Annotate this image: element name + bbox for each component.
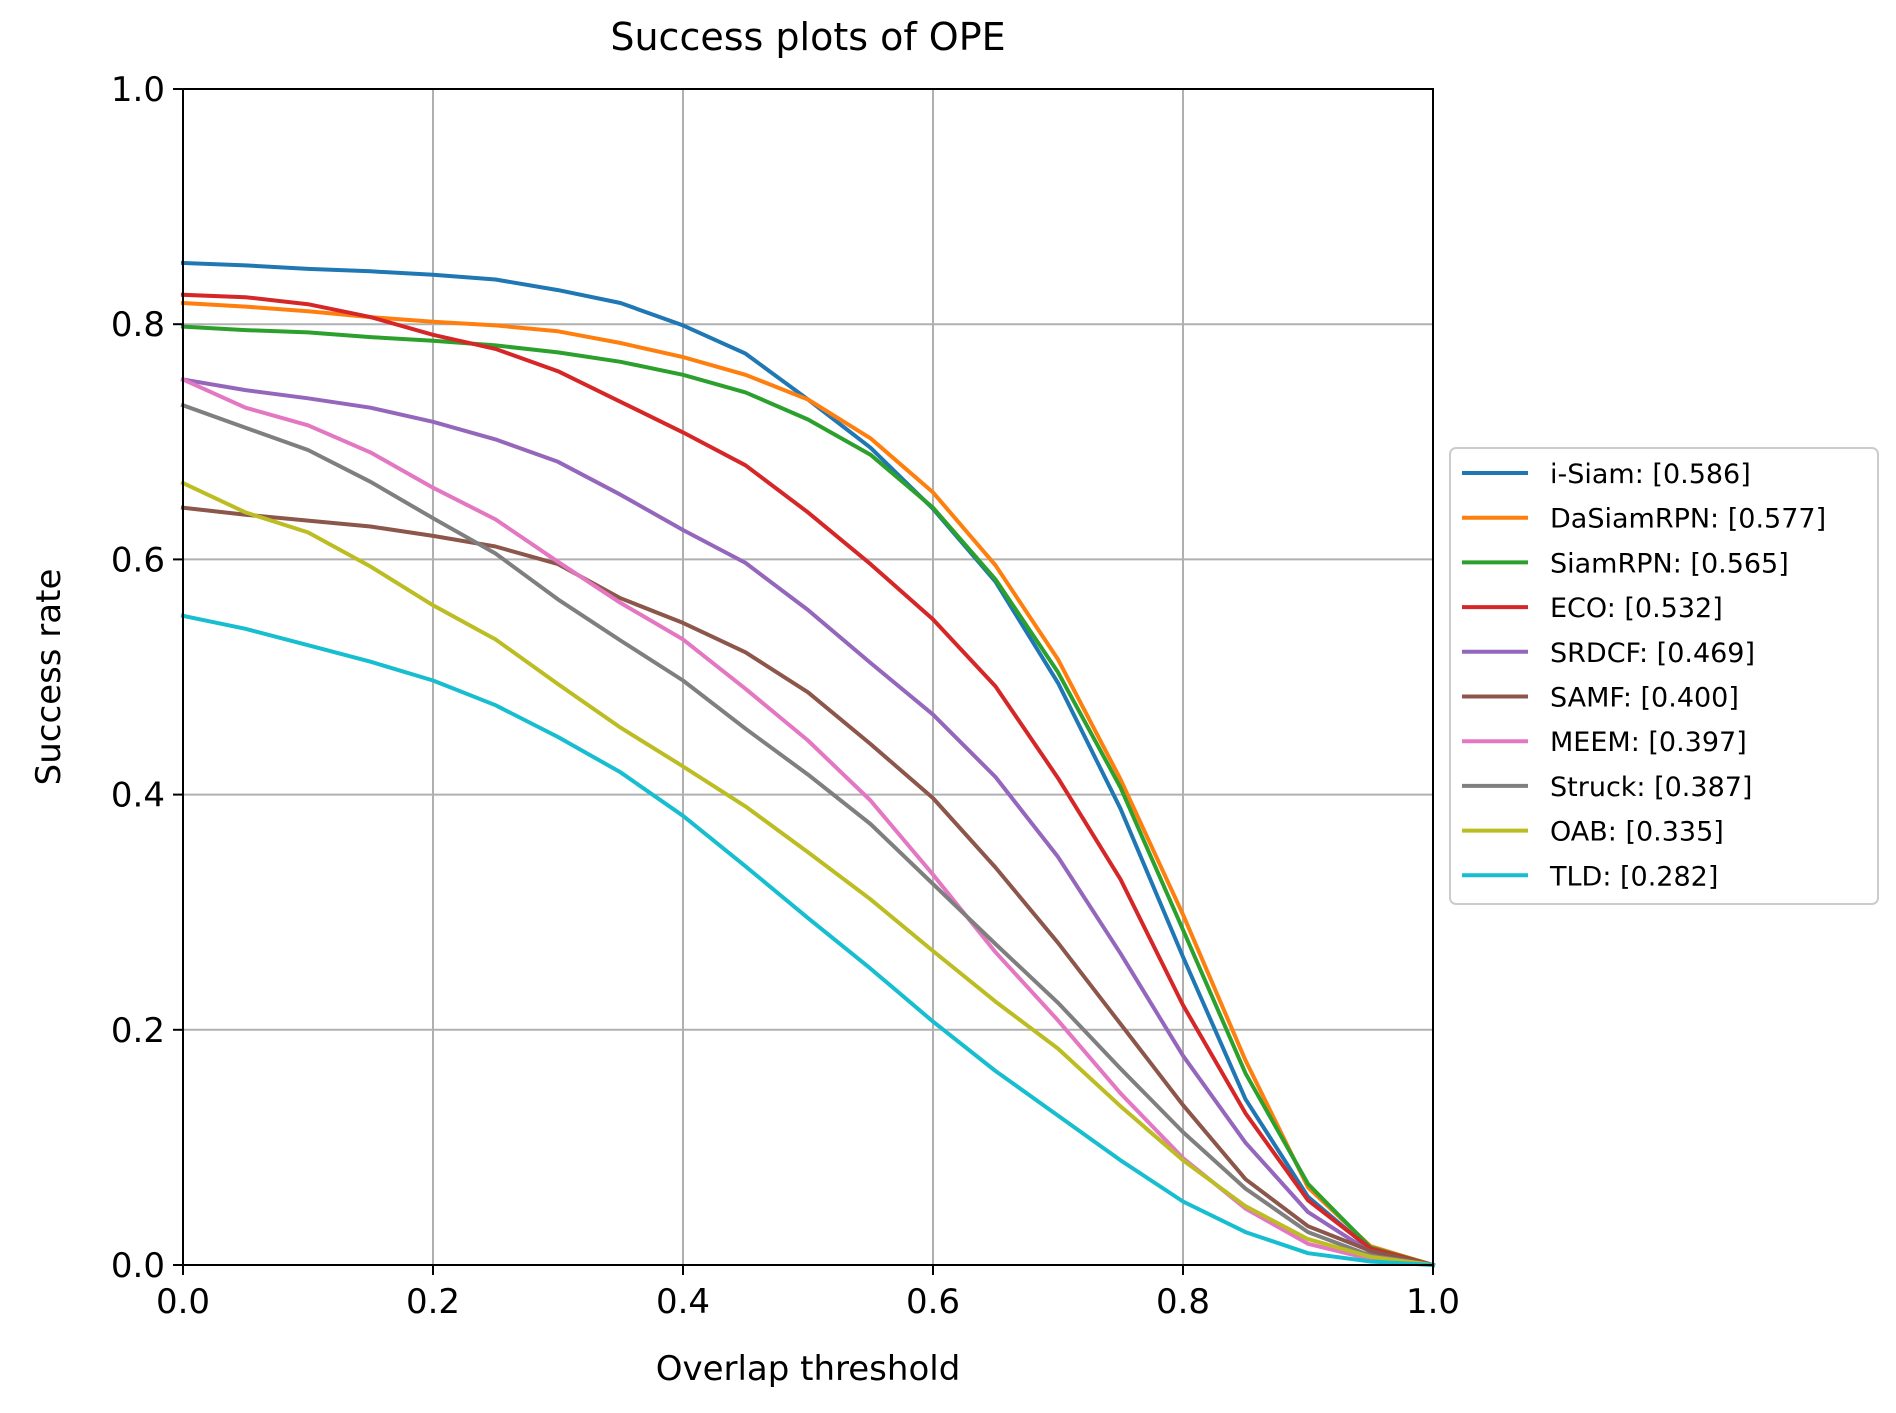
legend-entry: TLD: [0.282] <box>1549 861 1718 892</box>
legend-box <box>1449 447 1879 905</box>
chart-title: Success plots of OPE <box>610 15 1005 59</box>
legend-entry: Struck: [0.387] <box>1550 772 1752 803</box>
y-tick-label: 0.2 <box>111 1011 165 1051</box>
y-tick-label: 0.6 <box>111 540 165 580</box>
legend-entry: OAB: [0.335] <box>1550 817 1724 848</box>
series-line-7 <box>180 402 1436 1268</box>
legend: i-Siam: [0.586] DaSiamRPN: [0.577] SiamRPN… <box>1449 447 1879 905</box>
plot-frame <box>182 88 1434 1266</box>
x-tick-label: 0.4 <box>656 1282 710 1322</box>
series-line-4 <box>180 377 1436 1268</box>
x-tick-label: 0.8 <box>1156 1282 1210 1322</box>
series-line-2 <box>180 324 1436 1268</box>
x-tick-label: 0.0 <box>156 1282 210 1322</box>
series-line-1 <box>180 300 1436 1268</box>
x-tick-label: 1.0 <box>1406 1282 1460 1322</box>
series-lines <box>180 260 1436 1268</box>
series-line-8 <box>180 480 1436 1268</box>
axis-ticks: 0.0 0.2 0.4 0.6 0.8 1.0 0.0 0.2 0.4 0.6 0.8 1.0 <box>111 70 1460 1322</box>
y-axis-label: Success rate <box>29 569 69 786</box>
x-axis-label: Overlap threshold <box>656 1349 961 1389</box>
x-tick-label: 0.6 <box>906 1282 960 1322</box>
legend-entry: SiamRPN: [0.565] <box>1550 548 1789 579</box>
x-tick-label: 0.2 <box>406 1282 460 1322</box>
legend-entry: i-Siam: [0.586] <box>1550 459 1751 490</box>
y-tick-label: 0.0 <box>111 1246 165 1286</box>
y-tick-label: 1.0 <box>111 70 165 110</box>
legend-entry: SRDCF: [0.469] <box>1550 638 1755 669</box>
legend-entry: MEEM: [0.397] <box>1550 727 1747 758</box>
legend-entry: SAMF: [0.400] <box>1550 683 1739 714</box>
y-tick-label: 0.8 <box>111 305 165 345</box>
grid-lines <box>182 88 1434 1266</box>
series-line-5 <box>180 505 1436 1268</box>
y-tick-label: 0.4 <box>111 776 165 816</box>
series-line-3 <box>180 292 1436 1268</box>
legend-entry: ECO: [0.532] <box>1550 593 1723 624</box>
legend-entry: DaSiamRPN: [0.577] <box>1550 504 1826 535</box>
series-line-9 <box>180 613 1436 1268</box>
